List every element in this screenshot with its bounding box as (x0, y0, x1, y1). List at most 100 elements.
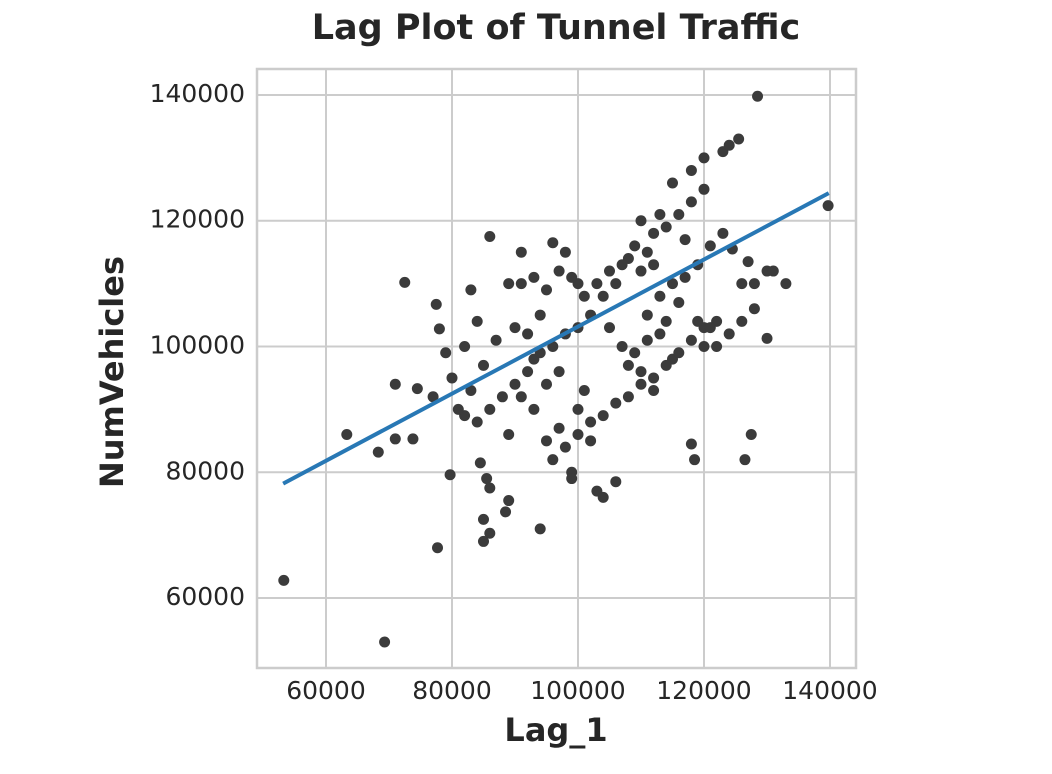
point (444, 469, 456, 481)
point (553, 265, 565, 277)
point (733, 133, 745, 145)
point (578, 290, 590, 302)
point (490, 334, 502, 346)
point (692, 315, 704, 327)
point (547, 237, 559, 249)
point (748, 303, 760, 315)
point (689, 454, 701, 466)
point (411, 383, 423, 395)
y-axis-label: NumVehicles (93, 256, 131, 488)
point (515, 391, 527, 403)
point (616, 341, 628, 353)
point (534, 309, 546, 321)
chart-title: Lag Plot of Tunnel Traffic (312, 8, 801, 48)
point (389, 378, 401, 390)
point (698, 341, 710, 353)
point (446, 372, 458, 384)
point (585, 435, 597, 447)
point (553, 422, 565, 434)
point (723, 328, 735, 340)
point (540, 435, 552, 447)
point (465, 385, 477, 397)
point (666, 177, 678, 189)
point (432, 542, 444, 554)
x-tick-label: 80000 (412, 676, 492, 705)
point (540, 378, 552, 390)
point (553, 366, 565, 378)
point (597, 290, 609, 302)
point (572, 429, 584, 441)
point (566, 271, 578, 283)
point (477, 535, 489, 547)
point (603, 265, 615, 277)
x-tick-label: 140000 (782, 676, 877, 705)
point (399, 276, 411, 288)
point (597, 410, 609, 422)
point (654, 290, 666, 302)
point (465, 284, 477, 296)
point (622, 391, 634, 403)
y-tick-label: 120000 (150, 205, 245, 234)
x-axis-label: Lag_1 (504, 711, 607, 749)
point (534, 523, 546, 535)
point (629, 240, 641, 252)
point (685, 196, 697, 208)
point (648, 385, 660, 397)
point (572, 403, 584, 415)
point (389, 433, 401, 445)
point (711, 341, 723, 353)
point (372, 446, 384, 458)
point (522, 366, 534, 378)
point (471, 416, 483, 428)
x-tick-label: 120000 (656, 676, 751, 705)
point (648, 372, 660, 384)
point (673, 347, 685, 359)
point (515, 278, 527, 290)
point (654, 208, 666, 220)
point (427, 391, 439, 403)
point (780, 278, 792, 290)
point (484, 403, 496, 415)
point (660, 359, 672, 371)
point (528, 271, 540, 283)
point (641, 246, 653, 258)
point (477, 513, 489, 525)
point (660, 221, 672, 233)
point (739, 454, 751, 466)
x-tick-label: 60000 (286, 676, 366, 705)
point (379, 636, 391, 648)
point (407, 433, 419, 445)
plot-frame (255, 67, 858, 670)
point (610, 278, 622, 290)
point (698, 183, 710, 195)
point (474, 457, 486, 469)
point (635, 366, 647, 378)
point (736, 278, 748, 290)
point (603, 322, 615, 334)
point (452, 403, 464, 415)
point (745, 429, 757, 441)
point (742, 256, 754, 268)
point (635, 265, 647, 277)
point (547, 341, 559, 353)
point (685, 334, 697, 346)
point (748, 278, 760, 290)
point (648, 227, 660, 239)
point (641, 334, 653, 346)
y-tick-label: 100000 (150, 331, 245, 360)
fit-line (282, 191, 830, 486)
point (471, 315, 483, 327)
point (685, 164, 697, 176)
point (559, 246, 571, 258)
point (610, 476, 622, 488)
point (660, 315, 672, 327)
point (503, 278, 515, 290)
point (509, 378, 521, 390)
point (717, 227, 729, 239)
point (459, 341, 471, 353)
y-tick-label: 60000 (165, 582, 245, 611)
point (440, 347, 452, 359)
point (585, 416, 597, 428)
point (736, 315, 748, 327)
point (522, 328, 534, 340)
